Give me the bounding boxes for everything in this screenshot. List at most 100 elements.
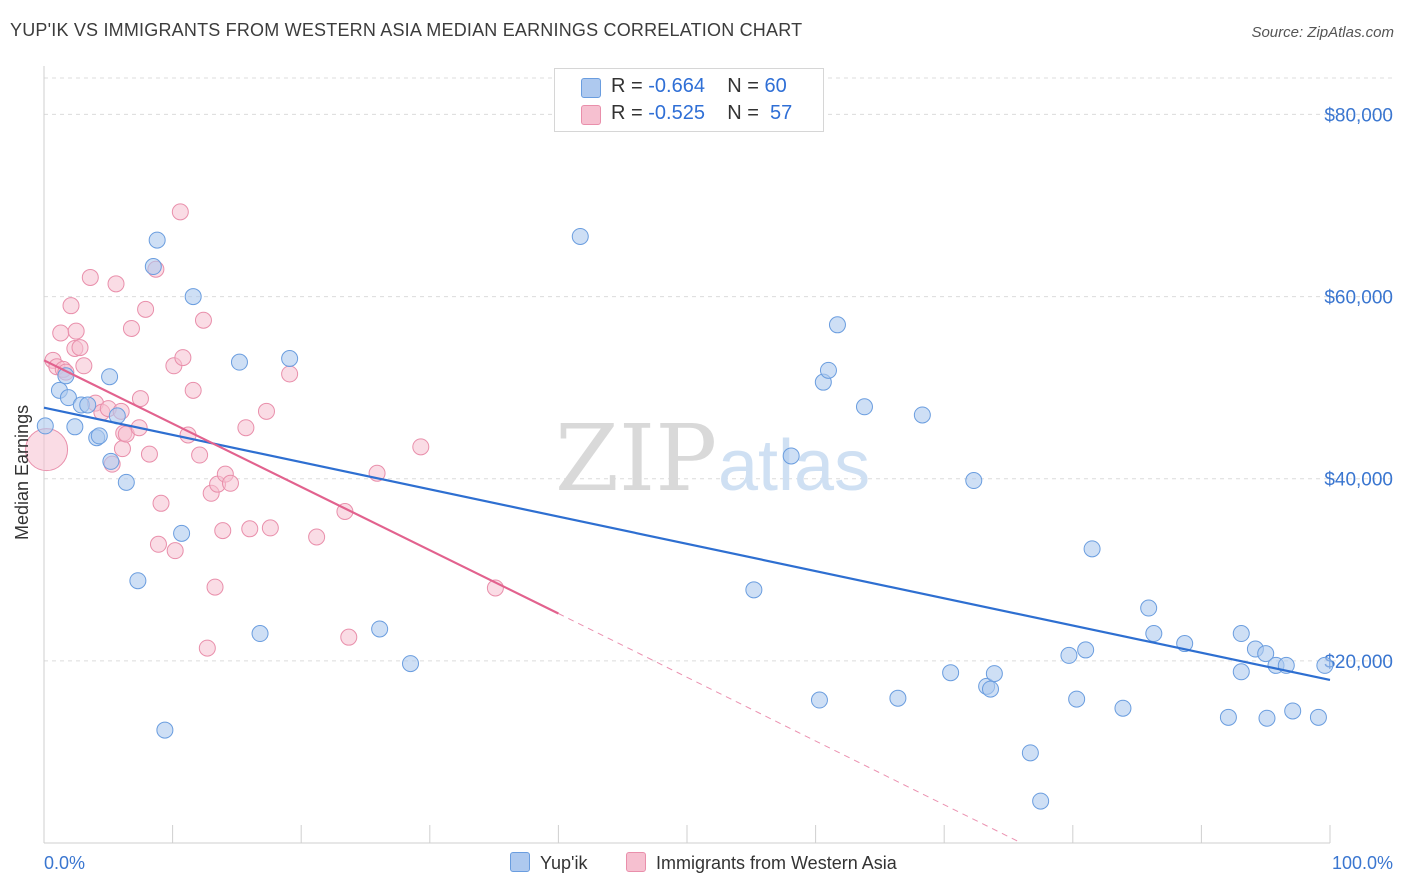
legend-r-label: R = <box>611 102 643 124</box>
watermark-zip: ZIP <box>555 405 717 512</box>
chart-title: YUP'IK VS IMMIGRANTS FROM WESTERN ASIA M… <box>10 20 803 40</box>
data-point-yupik <box>985 665 1003 683</box>
legend-n-label: N = <box>727 102 759 124</box>
data-point-immigrants <box>241 520 259 538</box>
y-tick-label: $40,000 <box>1324 470 1393 491</box>
data-point-yupik <box>1316 656 1334 674</box>
data-point-immigrants <box>194 311 212 329</box>
data-point-immigrants <box>67 322 85 340</box>
data-point-immigrants <box>52 324 70 342</box>
data-point-immigrants <box>184 381 202 399</box>
data-point-immigrants <box>137 300 155 318</box>
data-point-yupik <box>251 625 269 643</box>
legend-r-value: -0.525 <box>648 102 705 124</box>
data-point-yupik <box>1060 646 1078 664</box>
data-point-yupik <box>1032 792 1050 810</box>
data-point-yupik <box>810 691 828 709</box>
data-point-yupik <box>913 406 931 424</box>
data-point-immigrants <box>113 440 131 458</box>
data-point-immigrants <box>221 474 239 492</box>
bottom-legend-yupik: Yup'ik <box>510 852 587 874</box>
trend-line-immigrants-extension <box>558 613 1022 844</box>
data-point-yupik <box>59 389 77 407</box>
data-point-yupik <box>66 418 84 436</box>
data-point-yupik <box>117 473 135 491</box>
data-point-immigrants <box>261 519 279 537</box>
data-point-yupik <box>184 288 202 306</box>
data-point-yupik <box>571 227 589 245</box>
data-point-yupik <box>1140 599 1158 617</box>
data-point-yupik <box>1145 625 1163 643</box>
x-tick-label: 100.0% <box>1332 853 1393 873</box>
data-point-immigrants <box>81 268 99 286</box>
data-point-immigrants <box>308 528 326 546</box>
source-label: Source: ZipAtlas.com <box>1251 24 1394 41</box>
data-point-yupik <box>782 447 800 465</box>
data-point-yupik <box>1068 690 1086 708</box>
bottom-legend-swatch-pink <box>626 852 646 872</box>
data-point-yupik <box>36 417 54 435</box>
correlation-legend: R = -0.664 N = 60 R = -0.525 N = 57 <box>554 68 824 132</box>
data-point-immigrants <box>214 522 232 540</box>
data-point-yupik <box>1257 645 1275 663</box>
data-point-yupik <box>1258 709 1276 727</box>
data-point-yupik <box>1077 641 1095 659</box>
bottom-legend-label: Yup'ik <box>540 853 588 873</box>
data-point-yupik <box>1232 663 1250 681</box>
data-point-yupik <box>102 452 120 470</box>
data-point-immigrants <box>412 438 430 456</box>
data-point-yupik <box>90 427 108 445</box>
data-point-immigrants <box>71 339 89 357</box>
bottom-legend-immigrants: Immigrants from Western Asia <box>626 852 897 874</box>
data-point-immigrants <box>237 419 255 437</box>
data-point-yupik <box>281 350 299 367</box>
data-point-yupik <box>855 398 873 416</box>
data-point-yupik <box>101 368 119 386</box>
x-tick-label: 0.0% <box>44 853 85 873</box>
y-tick-label: $20,000 <box>1324 652 1393 673</box>
data-point-immigrants <box>257 402 275 420</box>
data-point-yupik <box>889 689 907 707</box>
data-point-yupik <box>129 572 147 590</box>
data-point-immigrants <box>140 445 158 463</box>
data-point-yupik <box>148 231 166 249</box>
data-point-yupik <box>942 664 960 682</box>
y-axis-title: Median Earnings <box>12 404 32 540</box>
y-tick-label: $80,000 <box>1324 105 1393 126</box>
data-point-immigrants <box>206 578 224 596</box>
data-point-yupik <box>745 581 763 599</box>
legend-swatch-pink <box>581 105 601 125</box>
bottom-legend-label: Immigrants from Western Asia <box>656 853 897 873</box>
data-point-yupik <box>1021 744 1039 762</box>
data-point-immigrants <box>62 297 80 315</box>
data-point-yupik <box>156 721 174 739</box>
data-point-yupik <box>828 316 846 334</box>
data-point-yupik <box>1284 702 1302 720</box>
watermark-atlas: atlas <box>718 426 870 506</box>
y-tick-label: $60,000 <box>1324 288 1393 309</box>
legend-r-value: -0.664 <box>648 75 705 97</box>
data-point-yupik <box>1309 708 1327 726</box>
data-point-yupik <box>965 472 983 490</box>
data-point-yupik <box>173 524 191 542</box>
data-point-yupik <box>230 353 248 371</box>
data-point-yupik <box>402 655 420 673</box>
data-point-yupik <box>1083 540 1101 558</box>
bottom-legend-swatch-blue <box>510 852 530 872</box>
data-point-yupik <box>1114 699 1132 717</box>
data-point-yupik <box>819 361 837 379</box>
legend-n-value: 60 <box>764 75 787 97</box>
data-point-immigrants <box>171 203 189 221</box>
data-point-yupik <box>981 680 999 698</box>
data-point-immigrants <box>166 542 184 560</box>
data-point-yupik <box>371 620 389 638</box>
data-point-yupik <box>1232 625 1250 643</box>
data-point-immigrants <box>75 357 93 375</box>
data-point-immigrants <box>198 639 216 657</box>
data-point-immigrants <box>107 275 125 293</box>
trend-line-immigrants <box>43 359 559 615</box>
data-point-immigrants <box>281 365 299 383</box>
trend-line-yupik <box>43 406 1331 682</box>
data-point-immigrants <box>340 628 358 646</box>
